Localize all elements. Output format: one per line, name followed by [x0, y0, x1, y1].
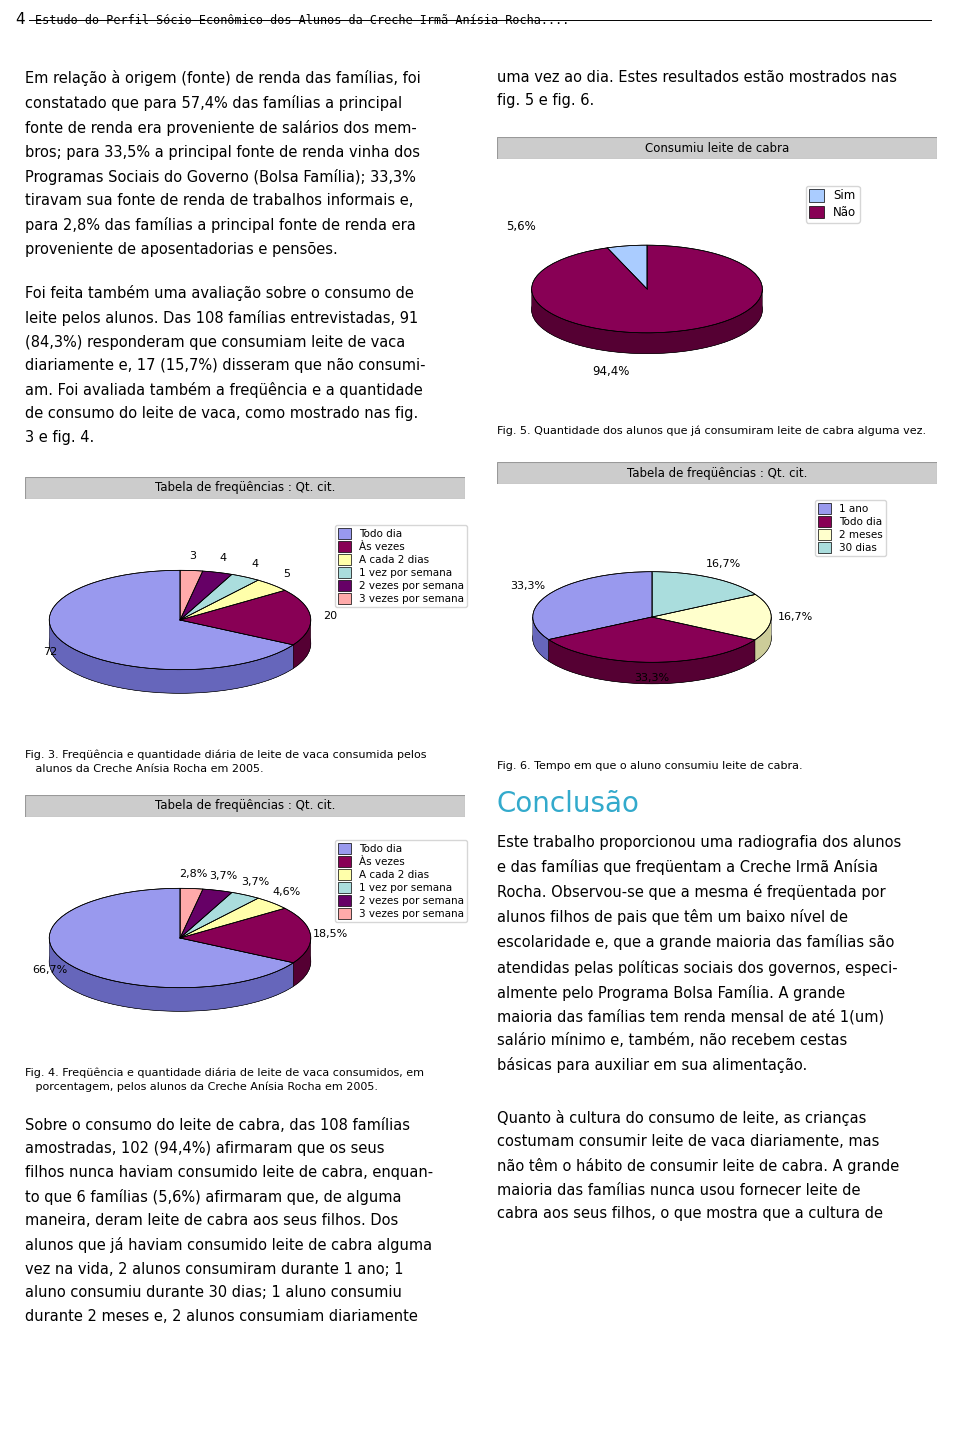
- Ellipse shape: [49, 912, 311, 1011]
- FancyBboxPatch shape: [25, 477, 465, 498]
- Text: 33,3%: 33,3%: [511, 582, 545, 592]
- Polygon shape: [608, 246, 647, 289]
- Polygon shape: [533, 617, 548, 661]
- Polygon shape: [180, 570, 203, 620]
- Text: 5,6%: 5,6%: [506, 220, 536, 233]
- Text: 4: 4: [220, 553, 227, 563]
- Text: 16,7%: 16,7%: [778, 612, 813, 622]
- Text: Tabela de freqüências : Qt. cit.: Tabela de freqüências : Qt. cit.: [155, 800, 335, 813]
- Polygon shape: [652, 572, 756, 617]
- Text: 94,4%: 94,4%: [592, 365, 630, 378]
- Text: 3,7%: 3,7%: [241, 877, 270, 887]
- Text: 66,7%: 66,7%: [33, 965, 67, 975]
- Text: 5: 5: [283, 569, 290, 579]
- Polygon shape: [49, 889, 294, 988]
- Text: Conclusão: Conclusão: [497, 790, 640, 819]
- Polygon shape: [532, 289, 762, 353]
- Polygon shape: [180, 574, 258, 620]
- Text: uma vez ao dia. Estes resultados estão mostrados nas
fig. 5 e fig. 6.: uma vez ao dia. Estes resultados estão m…: [497, 70, 897, 108]
- Text: 2,8%: 2,8%: [179, 869, 207, 879]
- Text: 20: 20: [324, 612, 337, 622]
- Text: Em relação à origem (fonte) de renda das famílias, foi
constatado que para 57,4%: Em relação à origem (fonte) de renda das…: [25, 70, 420, 257]
- Text: Estudo do Perfil Sócio-Econômico dos Alunos da Creche Irmã Anísia Rocha....: Estudo do Perfil Sócio-Econômico dos Alu…: [35, 13, 569, 26]
- Polygon shape: [293, 620, 311, 668]
- Text: 33,3%: 33,3%: [634, 673, 669, 684]
- Text: Fig. 6. Tempo em que o aluno consumiu leite de cabra.: Fig. 6. Tempo em que o aluno consumiu le…: [497, 761, 803, 771]
- Text: Foi feita também uma avaliação sobre o consumo de
leite pelos alunos. Das 108 fa: Foi feita também uma avaliação sobre o c…: [25, 284, 425, 445]
- Ellipse shape: [532, 266, 762, 353]
- Text: 3: 3: [190, 550, 197, 560]
- Polygon shape: [180, 580, 285, 620]
- Polygon shape: [652, 595, 771, 640]
- Ellipse shape: [49, 595, 311, 694]
- Text: 4,6%: 4,6%: [273, 887, 300, 898]
- FancyBboxPatch shape: [25, 796, 465, 817]
- Polygon shape: [49, 938, 294, 1011]
- Text: 16,7%: 16,7%: [706, 559, 741, 569]
- Text: Quanto à cultura do consumo de leite, as crianças
costumam consumir leite de vac: Quanto à cultura do consumo de leite, as…: [497, 1110, 900, 1221]
- Text: Fig. 5. Quantidade dos alunos que já consumiram leite de cabra alguma vez.: Fig. 5. Quantidade dos alunos que já con…: [497, 425, 926, 435]
- Legend: Todo dia, Às vezes, A cada 2 dias, 1 vez por semana, 2 vezes por semana, 3 vezes: Todo dia, Às vezes, A cada 2 dias, 1 vez…: [335, 526, 468, 607]
- Text: Fig. 3. Freqüência e quantidade diária de leite de vaca consumida pelos
   aluno: Fig. 3. Freqüência e quantidade diária d…: [25, 750, 426, 774]
- Legend: Sim, Não: Sim, Não: [805, 185, 860, 223]
- Polygon shape: [180, 889, 232, 938]
- Polygon shape: [49, 620, 293, 694]
- Polygon shape: [533, 572, 652, 639]
- Polygon shape: [180, 898, 285, 938]
- Text: 4: 4: [252, 559, 259, 569]
- FancyBboxPatch shape: [497, 462, 937, 484]
- Polygon shape: [294, 938, 311, 987]
- Polygon shape: [180, 892, 258, 938]
- Text: 72: 72: [42, 648, 57, 658]
- Text: Tabela de freqüências : Qt. cit.: Tabela de freqüências : Qt. cit.: [155, 481, 335, 494]
- Polygon shape: [532, 246, 762, 333]
- Text: Consumiu leite de cabra: Consumiu leite de cabra: [645, 142, 789, 155]
- Polygon shape: [180, 909, 311, 962]
- Text: Tabela de freqüências : Qt. cit.: Tabela de freqüências : Qt. cit.: [627, 467, 807, 480]
- Text: Sobre o consumo do leite de cabra, das 108 famílias
amostradas, 102 (94,4%) afir: Sobre o consumo do leite de cabra, das 1…: [25, 1119, 433, 1324]
- Ellipse shape: [533, 593, 771, 684]
- Text: 18,5%: 18,5%: [313, 929, 348, 939]
- Legend: 1 ano, Todo dia, 2 meses, 30 dias: 1 ano, Todo dia, 2 meses, 30 dias: [815, 500, 886, 556]
- Polygon shape: [755, 617, 771, 662]
- Text: 4: 4: [15, 13, 25, 27]
- Text: Fig. 4. Freqüência e quantidade diária de leite de vaca consumidos, em
   porcen: Fig. 4. Freqüência e quantidade diária d…: [25, 1068, 424, 1093]
- Text: 3,7%: 3,7%: [209, 872, 237, 882]
- Polygon shape: [548, 639, 755, 684]
- Legend: Todo dia, Às vezes, A cada 2 dias, 1 vez por semana, 2 vezes por semana, 3 vezes: Todo dia, Às vezes, A cada 2 dias, 1 vez…: [335, 840, 468, 922]
- Polygon shape: [180, 889, 203, 938]
- Polygon shape: [180, 590, 311, 645]
- Text: Este trabalho proporcionou uma radiografia dos alunos
e das famílias que freqüen: Este trabalho proporcionou uma radiograf…: [497, 834, 901, 1073]
- Polygon shape: [548, 617, 755, 662]
- FancyBboxPatch shape: [497, 136, 937, 159]
- Polygon shape: [180, 572, 231, 620]
- Polygon shape: [49, 570, 293, 669]
